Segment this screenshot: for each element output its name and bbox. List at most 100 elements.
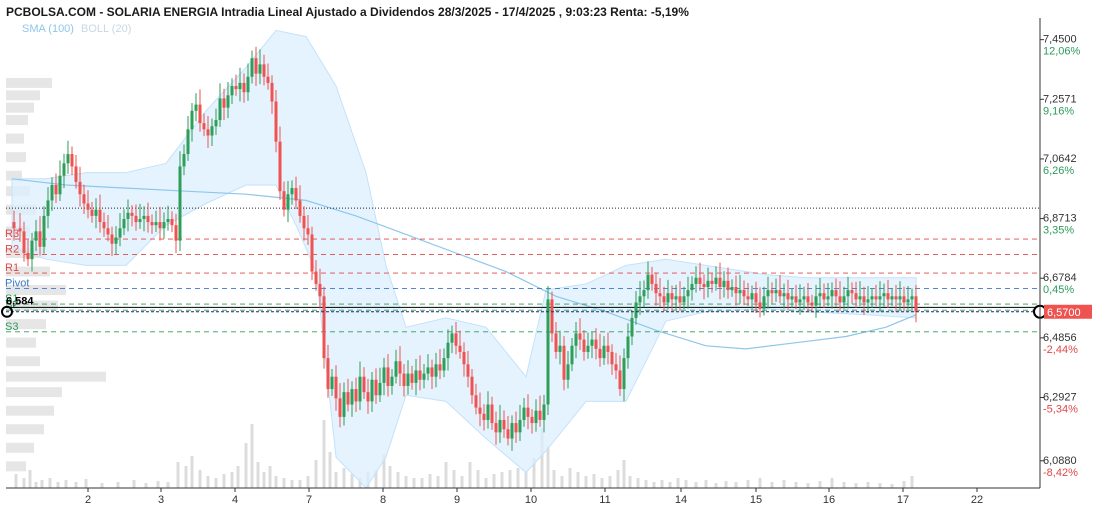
candle-body xyxy=(482,413,486,420)
volume-bar xyxy=(64,480,68,488)
pivot-label-s2: S2 xyxy=(5,299,18,311)
candle-body xyxy=(458,345,462,352)
volume-bar xyxy=(40,480,44,488)
candle-body xyxy=(758,302,762,309)
candle-body xyxy=(722,280,726,288)
candle-body xyxy=(230,86,234,96)
time-tick-label: 15 xyxy=(750,494,762,506)
volume-bar xyxy=(902,481,906,488)
candle-body xyxy=(738,290,742,294)
candle-body xyxy=(26,253,30,260)
candle-body xyxy=(662,296,666,303)
candle-body xyxy=(134,215,138,223)
volume-profile-bar xyxy=(6,115,28,126)
candle-body xyxy=(402,373,406,386)
volume-bar xyxy=(156,481,160,488)
sma-legend-label[interactable]: SMA (100) xyxy=(22,23,74,35)
candle-body xyxy=(362,376,366,393)
volume-bar xyxy=(576,472,580,488)
candle-body xyxy=(490,404,494,424)
candle-body xyxy=(522,407,526,420)
candle-body xyxy=(206,129,210,136)
candle-body xyxy=(810,302,814,306)
candle-body xyxy=(242,82,246,93)
volume-bar xyxy=(460,476,464,488)
candle-body xyxy=(398,361,402,374)
volume-bar xyxy=(616,470,620,488)
volume-bar xyxy=(668,482,672,488)
candle-body xyxy=(218,98,222,121)
time-tick-label: 16 xyxy=(823,494,835,506)
candle-body xyxy=(18,228,22,232)
candle-body xyxy=(342,392,346,417)
candle-body xyxy=(214,120,218,127)
volume-bar xyxy=(452,470,456,488)
volume-bar xyxy=(592,474,596,488)
candle-body xyxy=(506,429,510,439)
volume-bar xyxy=(842,482,846,488)
volume-bar xyxy=(734,482,738,488)
volume-profile-bar xyxy=(6,102,34,113)
candle-body xyxy=(50,184,54,201)
volume-bar xyxy=(298,480,302,488)
candle-body xyxy=(854,293,858,300)
candle-body xyxy=(174,225,178,241)
candle-body xyxy=(78,181,82,195)
candle-body xyxy=(210,126,214,136)
candle-body xyxy=(622,358,626,390)
candle-body xyxy=(46,200,50,216)
candle-body xyxy=(438,364,442,371)
time-tick-label: 4 xyxy=(232,494,238,506)
candle-body xyxy=(858,296,862,300)
bollinger-legend-label[interactable]: BOLL (20) xyxy=(81,23,132,35)
volume-bar xyxy=(818,481,822,488)
candle-body xyxy=(126,212,130,219)
candle-body xyxy=(258,64,262,74)
candle-body xyxy=(142,215,146,219)
volume-bar xyxy=(516,468,520,488)
candle-body xyxy=(462,351,466,365)
volume-bar xyxy=(48,478,52,488)
candle-body xyxy=(850,290,854,294)
volume-bar xyxy=(600,478,604,488)
volume-bar xyxy=(282,478,286,488)
candle-body xyxy=(114,237,118,244)
candle-body xyxy=(642,290,646,297)
candle-body xyxy=(470,376,474,396)
candle-body xyxy=(358,376,362,402)
price-tick-label: 7,0642 xyxy=(1043,153,1077,165)
candle-body xyxy=(130,212,134,216)
candle-body xyxy=(510,423,514,439)
volume-profile-bar xyxy=(6,461,26,472)
candle-body xyxy=(802,296,806,300)
volume-profile-bar xyxy=(6,133,24,144)
candle-body xyxy=(742,290,746,297)
candle-body xyxy=(706,280,710,288)
volume-bar xyxy=(314,460,318,488)
volume-bar xyxy=(782,480,786,488)
percent-tick-label: -8,42% xyxy=(1043,467,1078,479)
candle-body xyxy=(546,299,550,405)
volume-bar xyxy=(444,462,448,488)
volume-bar xyxy=(184,466,188,488)
bollinger-band xyxy=(11,29,917,489)
candle-body xyxy=(366,392,370,402)
volume-bar xyxy=(84,479,88,488)
volume-bar xyxy=(694,482,698,488)
candle-body xyxy=(902,296,906,303)
candle-body xyxy=(370,379,374,402)
candle-body xyxy=(138,218,142,223)
candle-body xyxy=(634,302,638,318)
volume-bar xyxy=(878,483,882,488)
candle-body xyxy=(106,228,110,235)
volume-bar xyxy=(794,482,798,488)
volume-bar xyxy=(546,446,550,488)
candle-body xyxy=(382,367,386,383)
candle-body xyxy=(70,154,74,167)
candle-body xyxy=(486,404,490,420)
candle-body xyxy=(374,379,378,396)
candle-body xyxy=(682,296,686,303)
candle-body xyxy=(582,339,586,352)
candle-body xyxy=(322,296,326,359)
